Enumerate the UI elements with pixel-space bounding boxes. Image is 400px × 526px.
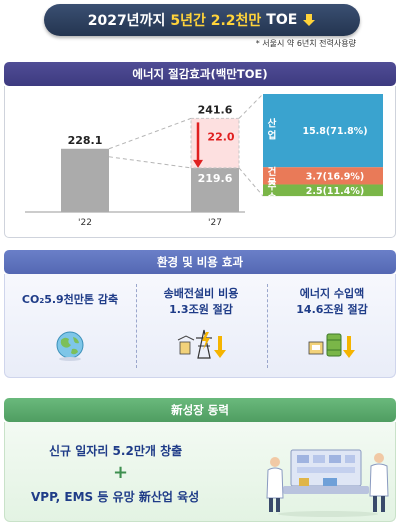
import-cost-item: 에너지 수입액 14.6조원 절감 [267,274,397,378]
import-line2: 14.6조원 절감 [296,303,368,316]
env-panel: CO25.9천만톤 감축 송배전설비 비용 1.3조원 절감 에너지 수입액 1… [4,274,396,378]
headline-prefix: 2027년까지 [87,13,166,29]
breakdown-segment [263,94,383,168]
headline-note: * 서울시 약 6년치 전력사용량 [255,39,356,48]
import-line1: 에너지 수입액 [299,287,365,300]
bar [61,148,109,212]
energy-savings-chart: 228.1 '22 219.6 '27 241.6 22.0 산업 15.8(71.8%) 건물… [25,93,383,228]
breakdown-value: 15.8(71.8%) [302,126,367,137]
breakdown-connector [238,93,264,119]
headline-highlight: 5년간 2.2천만 [170,13,262,29]
projection-line [108,117,192,150]
bar [191,167,239,212]
savings-value-label: 22.0 [207,130,234,143]
savings-arrow-head [193,159,203,168]
breakdown-name: 산 [268,118,277,130]
breakdown-name: 물 [268,178,277,189]
down-arrow-icon [303,14,316,26]
env-divider [136,284,137,368]
globe-icon [56,331,84,361]
oil-barrel-icon [308,333,355,358]
breakdown-connector [238,167,264,197]
power-tower-icon [177,329,226,359]
env-divider [267,284,268,368]
breakdown-value: 3.7(16.9%) [306,171,364,182]
headline-banner: 2027년까지 5년간 2.2천만 TOE [44,4,360,36]
breakdown-name: 업 [268,130,277,142]
breakdown-value: 2.5(11.4%) [306,186,364,197]
growth-section-title: 新성장 동력 [4,398,396,422]
chart-panel: 228.1 '22 219.6 '27 241.6 22.0 산 업 15.8(71.8%) 건 물… [4,86,396,238]
bar-value-label: 219.6 [198,172,233,185]
breakdown-name: 송 [268,191,277,203]
x-tick-label: '22 [78,218,92,228]
target-value-label: 241.6 [198,103,233,116]
x-tick-label: '27 [208,218,222,228]
new-industry-text: VPP, EMS 등 유망 新산업 육성 [31,490,200,504]
growth-panel: 신규 일자리 5.2만개 창출 + VPP, EMS 등 유망 新산업 육성 [4,422,396,522]
transmission-line2: 1.3조원 절감 [169,303,233,316]
transmission-cost-item: 송배전설비 비용 1.3조원 절감 [136,274,266,378]
bar-value-label: 228.1 [68,134,103,147]
breakdown-name: 건 [268,166,277,178]
breakdown-segment [263,184,383,197]
chart-section-title: 에너지 절감효과(백만TOE) [4,62,396,86]
transmission-line1: 송배전설비 비용 [163,287,239,300]
researchers-illustration [266,449,389,517]
breakdown-segment [263,167,383,185]
projection-line [108,156,192,169]
env-section-title: 환경 및 비용 효과 [4,250,396,274]
co2-reduction-text: CO25.9천만톤 감축 [21,293,119,306]
plus-sign: + [113,462,129,483]
jobs-text: 신규 일자리 5.2만개 창출 [49,444,183,458]
headline-suffix: TOE [266,12,298,28]
breakdown-name: 수 [268,181,277,192]
co2-reduction-item: CO25.9천만톤 감축 [5,274,135,378]
